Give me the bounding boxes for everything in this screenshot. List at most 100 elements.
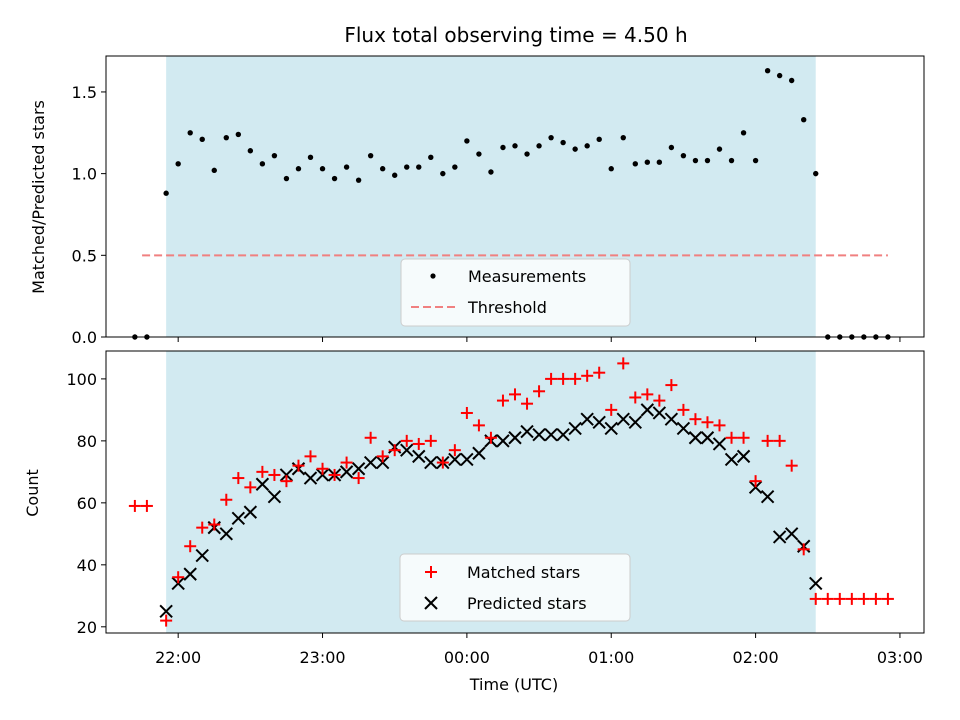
x-stroke-b [809,576,823,591]
top-x-ticks [177,337,901,342]
bottom-y-ticks: 20 40 60 80 100 [66,370,106,637]
predicted-star-point [688,431,703,445]
matched-star-point [689,413,702,426]
matched-star-point [220,493,233,506]
measurement-point [355,177,362,183]
top-panel: 0.0 0.5 1.0 1.5 Matched/Predicted stars Mea… [29,55,925,347]
matched-star-point [496,394,509,407]
x-stroke-b [195,548,209,563]
x-stroke-b [171,576,185,591]
predicted-star-point [315,468,330,482]
x-stroke-b [448,452,462,467]
measurement-point [211,167,217,174]
x-stroke-b [412,449,426,464]
matched-star-point [472,419,485,432]
x-stroke-b [688,431,703,445]
predicted-star-point [580,412,594,426]
y-tick-label: 40 [77,556,97,575]
x-stroke-b [315,468,330,482]
x-stroke-b [243,505,258,519]
measurement-point [524,151,530,157]
matched-star-point [436,456,449,469]
measurement-point [644,159,651,165]
measurement-point [512,143,518,149]
matched-star-point [140,499,153,512]
matched-star-point [881,592,894,605]
matched-star-point [617,357,630,370]
predicted-star-point [604,421,618,436]
predicted-star-point [616,412,630,426]
predicted-star-point [243,505,258,519]
predicted-star-point [652,406,667,420]
x-stroke-b [267,489,282,504]
predicted-star-point [556,427,570,442]
bottom-y-axis-label: Count [23,469,42,517]
measurement-point [416,164,422,170]
predicted-star-point [339,465,354,479]
measurement-point [632,161,638,167]
y-tick-label: 60 [77,494,97,513]
measurement-point [488,169,494,175]
predicted-star-point [472,446,486,460]
measurement-point [813,170,819,177]
x-stroke-b [460,452,474,467]
matched-star-point [328,468,341,481]
measurement-point [319,166,326,172]
bottom-legend: Matched stars Predicted stars [399,553,631,622]
x-stroke-b [375,455,390,470]
matched-star-point [364,431,377,444]
matched-star-point [533,385,546,398]
bottom-x-ticks: 22:00 23:00 00:00 01:00 02:00 03:00 [155,633,923,667]
x-stroke-b [231,511,246,526]
matched-star-point [569,372,582,385]
top-axes-frame [105,55,925,338]
predicted-star-point [351,462,366,476]
measurement-point [379,166,386,172]
matched-star-point [833,592,846,605]
measurement-point [428,154,434,160]
x-tick-label: 22:00 [155,648,201,667]
predicted-star-point [412,449,426,464]
x-stroke-b [592,415,606,429]
predicted-star-point [496,434,510,448]
matched-star-point [605,403,618,416]
x-stroke-b [628,415,643,429]
matched-star-point [809,592,822,605]
matched-star-point [797,543,810,556]
measurement-point [776,72,783,79]
matched-star-point [593,366,606,379]
measurement-point [452,164,458,170]
x-stroke-b [520,424,534,439]
measurement-point [728,157,735,164]
x-stroke-b [748,480,763,495]
matched-star-point [713,419,726,432]
x-stroke-b [556,427,570,442]
measurement-point [584,143,590,149]
x-stroke-b [532,427,546,442]
predicted-star-point [231,511,246,526]
matched-star-point [677,403,690,416]
predicted-star-point [700,431,715,445]
predicted-star-point [303,471,318,485]
measurement-point [740,130,747,136]
measurement-point [668,144,675,151]
measurement-point [259,161,266,167]
x-tick-label: 03:00 [877,648,923,667]
y-tick-label: 20 [77,618,97,637]
legend-predicted-label: Predicted stars [467,594,587,613]
predicted-star-point [363,455,378,470]
top-legend: Measurements Threshold [400,258,631,327]
matched-star-point [304,450,317,463]
predicted-star-point [520,424,534,439]
measurement-point [572,146,578,152]
measurement-point [536,143,542,149]
predicted-star-point [219,527,234,541]
matched-star-point [749,475,762,488]
predicted-star-point [592,415,606,429]
measurement-point [716,146,723,152]
top-y-axis-label: Matched/Predicted stars [29,100,48,294]
predicted-star-point [772,530,787,544]
matched-star-point [545,372,558,385]
matched-star-point [557,372,570,385]
measurement-point [295,166,302,172]
